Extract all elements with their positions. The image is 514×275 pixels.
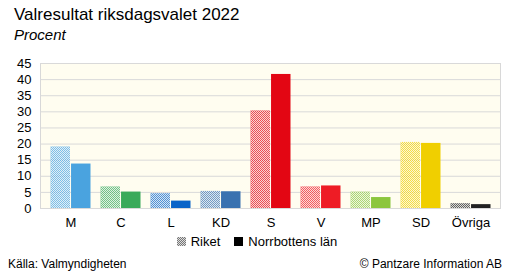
html-text:Procent: Procent xyxy=(14,26,66,43)
svg-text:V: V xyxy=(317,215,326,230)
html-text:Källa: Valmyndigheten: Källa: Valmyndigheten xyxy=(8,256,127,271)
html-text:Norrbottens län: Norrbottens län xyxy=(248,233,338,249)
svg-text:MP: MP xyxy=(361,215,381,230)
svg-text:30: 30 xyxy=(17,104,31,119)
svg-text:5: 5 xyxy=(24,185,31,200)
svg-text:15: 15 xyxy=(17,152,31,167)
svg-text:S: S xyxy=(267,215,276,230)
svg-text:10: 10 xyxy=(17,168,31,183)
html-text:© Pantzare Information AB: © Pantzare Information AB xyxy=(359,256,502,271)
svg-text:Övriga: Övriga xyxy=(452,215,491,230)
svg-text:20: 20 xyxy=(17,136,31,151)
svg-text:SD: SD xyxy=(412,215,430,230)
svg-text:25: 25 xyxy=(17,120,31,135)
svg-text:35: 35 xyxy=(17,88,31,103)
svg-text:L: L xyxy=(167,215,174,230)
svg-text:KD: KD xyxy=(212,215,230,230)
svg-text:40: 40 xyxy=(17,72,31,87)
html-text:Riket: Riket xyxy=(190,233,221,249)
svg-text:45: 45 xyxy=(17,56,31,71)
svg-text:C: C xyxy=(116,215,125,230)
html-text:Valresultat riksdagsvalet 2022: Valresultat riksdagsvalet 2022 xyxy=(14,5,240,24)
svg-text:M: M xyxy=(66,215,77,230)
svg-text:0: 0 xyxy=(24,201,31,216)
